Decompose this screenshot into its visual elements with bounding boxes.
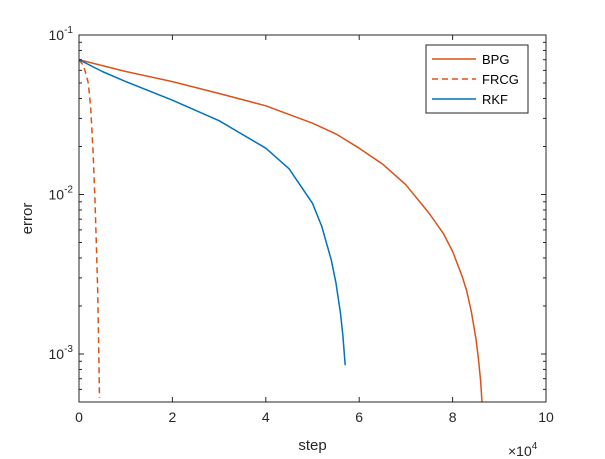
legend-label-frcg: FRCG bbox=[482, 72, 519, 87]
legend-label-bpg: BPG bbox=[482, 52, 509, 67]
x-axis-multiplier-exponent: 4 bbox=[532, 441, 538, 452]
x-axis-label: step bbox=[298, 437, 326, 454]
series-line-bpg bbox=[79, 58, 483, 402]
legend-label-rkf: RKF bbox=[482, 92, 508, 107]
x-tick-label: 4 bbox=[262, 409, 270, 425]
x-axis-multiplier: ×104 bbox=[508, 441, 538, 459]
y-tick-label: 10-2 bbox=[49, 184, 74, 202]
ticks-layer: 0 2 4 6 8 10 10-3 10-2 10-1 bbox=[49, 25, 554, 425]
x-tick-label: 2 bbox=[169, 409, 177, 425]
legend: BPG FRCG RKF bbox=[425, 44, 529, 114]
y-tick-label: 10-3 bbox=[49, 344, 74, 362]
x-tick-label: 0 bbox=[75, 409, 83, 425]
series-layer bbox=[79, 58, 483, 402]
y-tick-label: 10-1 bbox=[49, 25, 74, 43]
x-tick-label: 8 bbox=[449, 409, 457, 425]
x-axis-multiplier-base: ×10 bbox=[508, 443, 532, 459]
y-axis-label: error bbox=[19, 203, 36, 235]
x-tick-label: 6 bbox=[355, 409, 363, 425]
axes-box bbox=[78, 34, 547, 403]
x-tick-label: 10 bbox=[538, 409, 554, 425]
series-line-rkf bbox=[79, 59, 346, 366]
